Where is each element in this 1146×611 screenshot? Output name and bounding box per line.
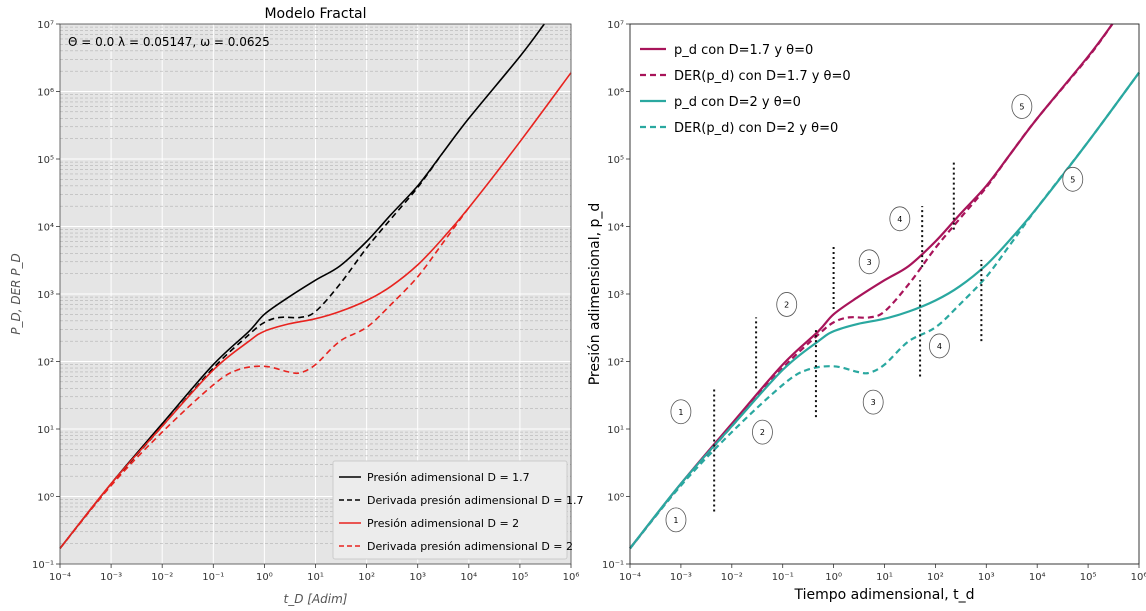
region-label-circle [752, 419, 773, 445]
y-axis-label: Presión adimensional, p_d [587, 203, 603, 386]
chart-title: Modelo Fractal [264, 6, 366, 22]
x-tick-label: 10⁴ [1029, 572, 1046, 583]
region-label-circle [670, 399, 692, 425]
x-tick-label: 10² [927, 572, 944, 583]
region-label: 1 [678, 408, 683, 417]
region-label: 3 [867, 258, 872, 267]
series-group [629, 23, 1140, 550]
region-label-circle [862, 389, 884, 415]
y-tick-label: 10⁻¹ [32, 560, 54, 571]
y-tick-label: 10⁻¹ [602, 560, 624, 571]
region-label-circle [889, 206, 911, 232]
legend-label: DER(p_d) con D=1.7 y θ=0 [674, 69, 851, 84]
y-tick-label: 10¹ [607, 425, 624, 436]
region-label: 3 [871, 398, 876, 407]
x-tick-label: 10⁻² [151, 572, 173, 583]
legend-label: Derivada presión adimensional D = 1.7 [367, 494, 584, 507]
x-tick-label: 10⁻¹ [202, 572, 224, 583]
y-tick-label: 10¹ [37, 425, 54, 436]
region-label: 1 [673, 516, 678, 525]
series-line-3 [629, 72, 1140, 550]
y-tick-label: 10⁴ [607, 223, 624, 234]
y-tick-label: 10² [607, 358, 624, 369]
series-line-3 [59, 72, 572, 549]
series-line-2 [59, 153, 443, 549]
x-tick-label: 10⁻¹ [772, 572, 794, 583]
region-label: 4 [897, 215, 902, 224]
y-tick-label: 10³ [37, 290, 54, 301]
legend-label: p_d con D=1.7 y θ=0 [674, 43, 813, 58]
x-axis-label: Tiempo adimensional, t_d [793, 587, 974, 603]
x-tick-label: 10⁻³ [100, 572, 122, 583]
region-label-circle [929, 333, 950, 359]
region-label: 4 [937, 342, 942, 351]
region-label-circle [776, 292, 798, 317]
region-label: 5 [1070, 175, 1075, 184]
y-tick-label: 10⁵ [607, 155, 624, 166]
region-labels: 1 1 2 2 3 3 4 4 5 5 [665, 94, 1084, 533]
series-group [59, 23, 572, 549]
legend-label: Presión adimensional D = 2 [367, 517, 519, 530]
y-tick-label: 10⁷ [37, 20, 54, 31]
region-label: 5 [1019, 102, 1024, 111]
left-chart: 10⁻⁴ 10⁻³ 10⁻² 10⁻¹ 10⁰ 10¹ 10² 10³ 10⁴ 10⁵ 10⁶ 10⁻… [9, 6, 584, 606]
legend-label: DER(p_d) con D=2 y θ=0 [674, 121, 838, 136]
y-tick-label: 10⁷ [607, 20, 624, 31]
x-tick-label: 10⁻³ [670, 572, 692, 583]
y-tick-label: 10⁶ [607, 88, 624, 99]
tick-labels: 10⁻⁴ 10⁻³ 10⁻² 10⁻¹ 10⁰ 10¹ 10² 10³ 10⁴ 10⁵ 10⁶ 10⁻… [32, 20, 579, 583]
y-tick-label: 10⁰ [37, 493, 54, 504]
x-tick-label: 10⁻² [721, 572, 743, 583]
x-tick-label: 10⁶ [563, 572, 580, 583]
region-label-circle [1062, 166, 1084, 192]
x-tick-label: 10¹ [307, 572, 324, 583]
region-label: 2 [760, 428, 765, 437]
legend-label: p_d con D=2 y θ=0 [674, 95, 801, 110]
x-tick-label: 10³ [409, 572, 426, 583]
legend: Presión adimensional D = 1.7 Derivada pre… [332, 460, 584, 560]
x-tick-label: 10³ [978, 572, 995, 583]
x-tick-label: 10⁻⁴ [619, 572, 641, 583]
y-tick-label: 10⁰ [607, 493, 624, 504]
y-tick-label: 10² [37, 358, 54, 369]
region-label-circle [1011, 94, 1033, 119]
region-label: 2 [784, 300, 789, 309]
vertical-markers [713, 162, 983, 512]
tick-labels: 10⁻⁴ 10⁻³ 10⁻² 10⁻¹ 10⁰ 10¹ 10² 10³ 10⁴ 10⁵ 10⁶ 10⁻… [602, 20, 1146, 583]
x-tick-label: 10⁵ [1080, 572, 1097, 583]
y-tick-label: 10⁴ [37, 223, 54, 234]
legend-label: Derivada presión adimensional D = 2 [367, 540, 573, 553]
legend-label: Presión adimensional D = 1.7 [367, 471, 530, 484]
series-line-4 [629, 72, 1140, 550]
x-tick-label: 10⁵ [512, 572, 529, 583]
y-tick-label: 10⁵ [37, 155, 54, 166]
series-line-4 [59, 207, 470, 549]
legend: p_d con D=1.7 y θ=0 DER(p_d) con D=1.7 y … [640, 43, 851, 136]
x-axis-label: t_D [Adim] [284, 592, 348, 606]
x-tick-label: 10² [358, 572, 375, 583]
x-tick-label: 10⁶ [1131, 572, 1146, 583]
x-tick-label: 10⁴ [460, 572, 477, 583]
legend-box [332, 460, 568, 560]
x-tick-label: 10⁰ [825, 572, 842, 583]
plot-background [630, 24, 1139, 564]
chart-annotation: Θ = 0.0 λ = 0.05147, ω = 0.0625 [68, 35, 270, 49]
x-tick-label: 10⁻⁴ [49, 572, 71, 583]
x-tick-label: 10⁰ [256, 572, 273, 583]
region-label-circle [665, 507, 687, 533]
y-tick-label: 10³ [607, 290, 624, 301]
series-line-1 [59, 23, 545, 549]
region-label-circle [858, 249, 880, 275]
y-tick-label: 10⁶ [37, 88, 54, 99]
y-axis-label: P_D, DER P_D [9, 253, 23, 335]
x-tick-label: 10¹ [876, 572, 893, 583]
